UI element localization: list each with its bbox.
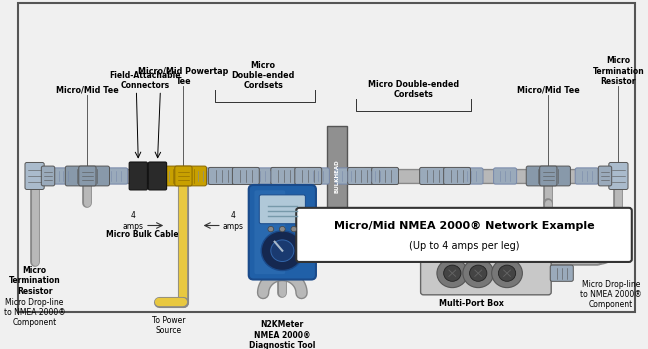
Bar (472, 242, 479, 254)
Text: To Power
Source: To Power Source (152, 315, 186, 335)
Text: Micro Drop-line
to NMEA 2000®
Component: Micro Drop-line to NMEA 2000® Component (4, 298, 65, 327)
FancyBboxPatch shape (79, 166, 96, 186)
FancyBboxPatch shape (209, 168, 235, 185)
FancyBboxPatch shape (160, 166, 207, 186)
FancyBboxPatch shape (537, 168, 560, 184)
FancyBboxPatch shape (575, 168, 598, 184)
Circle shape (470, 265, 487, 281)
Text: Micro Bulk Cable: Micro Bulk Cable (106, 230, 178, 239)
FancyBboxPatch shape (25, 163, 44, 190)
FancyBboxPatch shape (249, 185, 316, 280)
FancyBboxPatch shape (494, 168, 516, 184)
Text: 4
amps: 4 amps (123, 211, 144, 231)
FancyBboxPatch shape (153, 168, 176, 184)
FancyBboxPatch shape (372, 168, 399, 185)
Circle shape (492, 259, 522, 288)
FancyBboxPatch shape (540, 166, 557, 186)
Text: Micro/Mid Powertap
Tee: Micro/Mid Powertap Tee (138, 67, 229, 86)
FancyBboxPatch shape (41, 166, 54, 186)
Text: Micro
Termination
Resistor: Micro Termination Resistor (592, 56, 644, 86)
FancyBboxPatch shape (105, 168, 128, 184)
Circle shape (291, 227, 297, 232)
FancyBboxPatch shape (550, 265, 573, 281)
FancyBboxPatch shape (271, 168, 297, 185)
FancyBboxPatch shape (460, 168, 483, 184)
FancyBboxPatch shape (255, 191, 285, 274)
FancyBboxPatch shape (148, 162, 167, 190)
Text: 4
amps: 4 amps (223, 211, 244, 231)
FancyBboxPatch shape (347, 168, 375, 185)
FancyBboxPatch shape (307, 168, 329, 184)
Text: Micro/Mid Tee: Micro/Mid Tee (517, 86, 580, 95)
Circle shape (437, 259, 468, 288)
FancyBboxPatch shape (420, 168, 446, 185)
FancyBboxPatch shape (526, 166, 570, 186)
FancyBboxPatch shape (52, 168, 75, 184)
Text: Micro
Bulkhead
Feed-Thru: Micro Bulkhead Feed-Thru (316, 235, 358, 264)
FancyBboxPatch shape (129, 162, 147, 190)
FancyBboxPatch shape (364, 168, 387, 184)
FancyBboxPatch shape (421, 237, 551, 295)
Text: Micro/Mid Tee: Micro/Mid Tee (56, 86, 119, 95)
FancyBboxPatch shape (335, 168, 358, 184)
Bar (450, 242, 458, 254)
Circle shape (498, 265, 516, 281)
Text: Micro
Termination
Resistor: Micro Termination Resistor (8, 266, 60, 296)
Text: Micro Double-ended
Cordsets: Micro Double-ended Cordsets (368, 80, 459, 99)
Circle shape (444, 265, 461, 281)
Text: Micro
Double-ended
Cordsets: Micro Double-ended Cordsets (231, 61, 295, 90)
Text: Micro/Mid NMEA 2000® Network Example: Micro/Mid NMEA 2000® Network Example (334, 221, 594, 231)
FancyBboxPatch shape (233, 168, 259, 185)
FancyBboxPatch shape (609, 163, 628, 190)
FancyBboxPatch shape (444, 168, 470, 185)
Bar (461, 242, 469, 254)
Bar (429, 242, 437, 254)
FancyBboxPatch shape (253, 168, 277, 184)
FancyBboxPatch shape (259, 195, 305, 224)
FancyBboxPatch shape (65, 166, 110, 186)
Text: Field-Attachable
Connectors: Field-Attachable Connectors (110, 71, 181, 90)
Circle shape (261, 231, 303, 270)
Bar (524, 242, 532, 254)
Text: Micro Drop-line
to NMEA 2000®
Component: Micro Drop-line to NMEA 2000® Component (580, 280, 642, 309)
FancyBboxPatch shape (191, 168, 214, 184)
Bar (482, 242, 490, 254)
Circle shape (279, 227, 285, 232)
Text: N2KMeter
NMEA 2000®
Diagnostic Tool: N2KMeter NMEA 2000® Diagnostic Tool (249, 320, 316, 349)
Bar (503, 242, 511, 254)
Circle shape (268, 227, 273, 232)
FancyBboxPatch shape (295, 168, 321, 185)
Text: BULKHEAD: BULKHEAD (334, 159, 340, 193)
FancyBboxPatch shape (175, 166, 192, 186)
Bar (492, 242, 500, 254)
Circle shape (271, 240, 294, 261)
Text: Multi-Port Box: Multi-Port Box (439, 299, 504, 308)
Bar (440, 242, 448, 254)
Bar (514, 242, 522, 254)
Bar (327, 126, 347, 225)
FancyBboxPatch shape (598, 166, 612, 186)
FancyBboxPatch shape (296, 208, 632, 262)
Circle shape (463, 259, 494, 288)
Text: (Up to 4 amps per leg): (Up to 4 amps per leg) (409, 240, 519, 251)
